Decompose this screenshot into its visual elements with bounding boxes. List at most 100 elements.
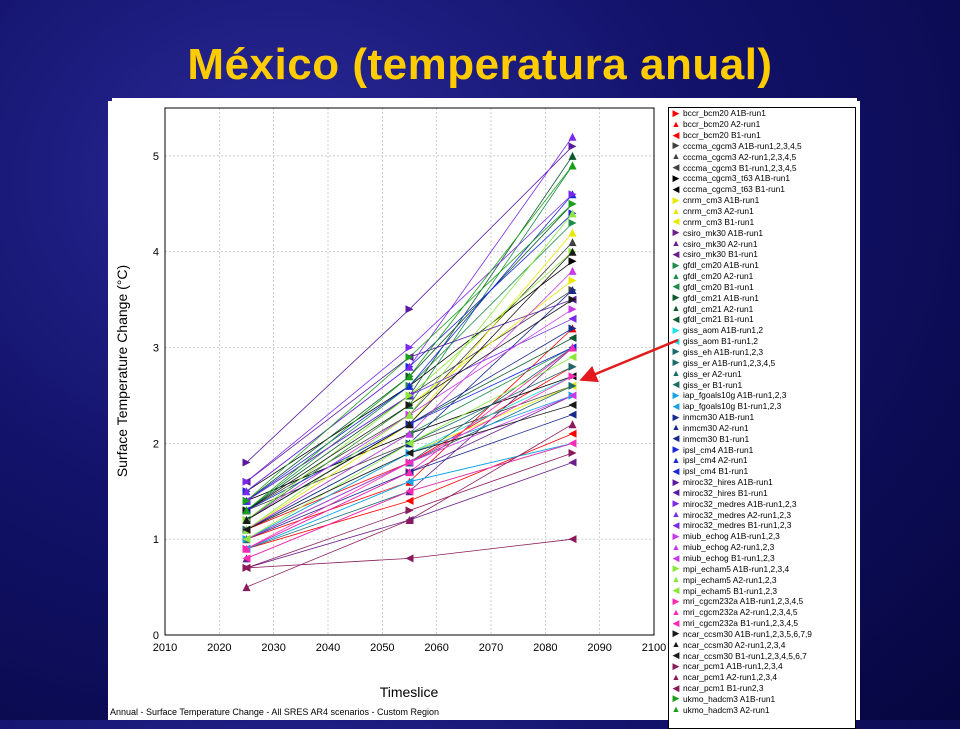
legend-marker-icon: ▲ bbox=[671, 118, 681, 129]
legend-marker-icon: ▶ bbox=[672, 357, 680, 368]
legend-label: miub_echog A2-run1,2,3 bbox=[683, 542, 775, 553]
legend-item: ▶ miroc32_hires A1B-run1 bbox=[669, 477, 855, 488]
legend-item: ◀ iap_fgoals10g B1-run1,2,3 bbox=[669, 401, 855, 412]
legend-label: csiro_mk30 A2-run1 bbox=[683, 238, 758, 249]
data-point bbox=[405, 448, 414, 457]
data-point bbox=[242, 496, 251, 505]
legend-item: ◀ gfdl_cm21 B1-run1 bbox=[669, 314, 855, 325]
legend-marker-icon: ▶ bbox=[672, 172, 680, 183]
data-point bbox=[242, 487, 251, 496]
data-point bbox=[568, 247, 577, 256]
legend-label: ncar_pcm1 A1B-run1,2,3,4 bbox=[683, 661, 783, 672]
legend-label: ncar_pcm1 A2-run1,2,3,4 bbox=[683, 672, 778, 683]
y-tick-label: 0 bbox=[153, 630, 159, 642]
data-point bbox=[568, 381, 577, 390]
x-tick-label: 2010 bbox=[153, 642, 177, 654]
legend-item: ◀ cnrm_cm3 B1-run1 bbox=[669, 216, 855, 227]
legend-marker-icon: ◀ bbox=[672, 433, 680, 444]
legend-label: gfdl_cm21 B1-run1 bbox=[683, 314, 754, 325]
plot-area-frame bbox=[164, 107, 655, 636]
legend-marker-icon: ◀ bbox=[672, 216, 680, 227]
data-point bbox=[568, 353, 577, 362]
legend-item: ▲ inmcm30 A2-run1 bbox=[669, 422, 855, 433]
legend-label: bccr_bcm20 A2-run1 bbox=[683, 119, 761, 130]
legend-label: mpi_echam5 B1-run1,2,3 bbox=[683, 585, 778, 596]
legend-marker-icon: ▲ bbox=[671, 454, 681, 465]
data-point bbox=[568, 295, 577, 304]
legend-marker-icon: ▶ bbox=[672, 476, 680, 487]
data-point bbox=[242, 535, 251, 544]
data-point bbox=[568, 401, 577, 410]
data-point bbox=[568, 142, 577, 151]
legend-item: ◀ inmcm30 B1-run1 bbox=[669, 433, 855, 444]
legend-label: inmcm30 B1-run1 bbox=[683, 433, 750, 444]
legend-item: ▶ gfdl_cm21 A1B-run1 bbox=[669, 292, 855, 303]
data-point bbox=[242, 525, 251, 534]
temperature-chart: 2010 2020 2030 2040 2050 2060 2070 2080 2090 2100… bbox=[114, 107, 666, 700]
legend-label: inmcm30 A2-run1 bbox=[683, 422, 749, 433]
data-point bbox=[405, 410, 414, 419]
legend-item: ▲ cnrm_cm3 A2-run1 bbox=[669, 206, 855, 217]
data-point bbox=[568, 420, 577, 429]
legend-label: gfdl_cm20 B1-run1 bbox=[683, 281, 754, 292]
x-tick-label: 2070 bbox=[479, 642, 503, 654]
legend-marker-icon: ◀ bbox=[672, 248, 680, 259]
legend-item: ▲ gfdl_cm21 A2-run1 bbox=[669, 303, 855, 314]
legend-marker-icon: ◀ bbox=[672, 281, 680, 292]
data-point bbox=[405, 458, 414, 467]
legend-label: ipsl_cm4 B1-run1 bbox=[683, 466, 749, 477]
legend-item: ◀ miroc32_hires B1-run1 bbox=[669, 488, 855, 499]
data-point bbox=[405, 477, 414, 486]
legend-label: miroc32_hires A1B-run1 bbox=[683, 477, 773, 488]
series-line bbox=[246, 203, 573, 502]
legend-label: giss_aom B1-run1,2 bbox=[683, 336, 758, 347]
legend-marker-icon: ▶ bbox=[672, 140, 680, 151]
legend-label: miroc32_hires B1-run1 bbox=[683, 487, 768, 498]
legend-item: ▶ gfdl_cm20 A1B-run1 bbox=[669, 260, 855, 271]
legend-label: miub_echog B1-run1,2,3 bbox=[683, 553, 775, 564]
legend-item: ▶ bccr_bcm20 A1B-run1 bbox=[669, 108, 855, 119]
legend-item: ▲ giss_er A2-run1 bbox=[669, 368, 855, 379]
data-point bbox=[568, 151, 577, 160]
data-point bbox=[568, 343, 577, 352]
y-tick-label: 2 bbox=[153, 438, 159, 450]
data-point bbox=[405, 343, 414, 352]
y-tick-label: 3 bbox=[153, 343, 159, 355]
legend-marker-icon: ▶ bbox=[672, 227, 680, 238]
y-tick-label: 4 bbox=[153, 247, 159, 259]
legend-item: ◀ mri_cgcm232a B1-run1,2,3,4,5 bbox=[669, 618, 855, 629]
legend-marker-icon: ◀ bbox=[672, 400, 680, 411]
data-point bbox=[405, 496, 414, 505]
legend-label: ipsl_cm4 A2-run1 bbox=[683, 455, 748, 466]
x-tick-label: 2060 bbox=[424, 642, 448, 654]
data-point bbox=[568, 161, 577, 170]
chart-panel: 2010 2020 2030 2040 2050 2060 2070 2080 2090 2100… bbox=[108, 101, 860, 729]
legend-label: giss_er A2-run1 bbox=[683, 368, 742, 379]
data-point bbox=[568, 429, 577, 438]
data-point bbox=[242, 516, 251, 525]
y-tick-label: 5 bbox=[153, 151, 159, 163]
legend-item: ◀ cccma_cgcm3 B1-run1,2,3,4,5 bbox=[669, 162, 855, 173]
legend-label: cccma_cgcm3 B1-run1,2,3,4,5 bbox=[683, 162, 797, 173]
legend-label: giss_aom A1B-run1,2 bbox=[683, 325, 764, 336]
data-point bbox=[568, 199, 577, 208]
legend-item: ▶ cnrm_cm3 A1B-run1 bbox=[669, 195, 855, 206]
data-point bbox=[568, 535, 577, 544]
legend-item: ▶ mpi_echam5 A1B-run1,2,3,4 bbox=[669, 563, 855, 574]
data-point bbox=[242, 477, 251, 486]
data-point bbox=[568, 266, 577, 275]
legend-item: ▲ mpi_echam5 A2-run1,2,3 bbox=[669, 574, 855, 585]
legend-label: bccr_bcm20 A1B-run1 bbox=[683, 108, 766, 119]
legend-item: ▶ cccma_cgcm3 A1B-run1,2,3,4,5 bbox=[669, 141, 855, 152]
legend-item: ▲ bccr_bcm20 A2-run1 bbox=[669, 119, 855, 130]
legend-marker-icon: ▶ bbox=[672, 628, 680, 639]
legend-item: ▶ ncar_ccsm30 A1B-run1,2,3,5,6,7,9 bbox=[669, 629, 855, 640]
legend-item: ▶ iap_fgoals10g A1B-run1,2,3 bbox=[669, 390, 855, 401]
data-point bbox=[568, 286, 577, 295]
legend-label: cnrm_cm3 A1B-run1 bbox=[683, 195, 760, 206]
legend-item: ▲ ncar_pcm1 A2-run1,2,3,4 bbox=[669, 672, 855, 683]
legend-label: csiro_mk30 A1B-run1 bbox=[683, 227, 764, 238]
data-point bbox=[405, 554, 414, 563]
chart-grid bbox=[164, 108, 655, 636]
data-point bbox=[568, 333, 577, 342]
